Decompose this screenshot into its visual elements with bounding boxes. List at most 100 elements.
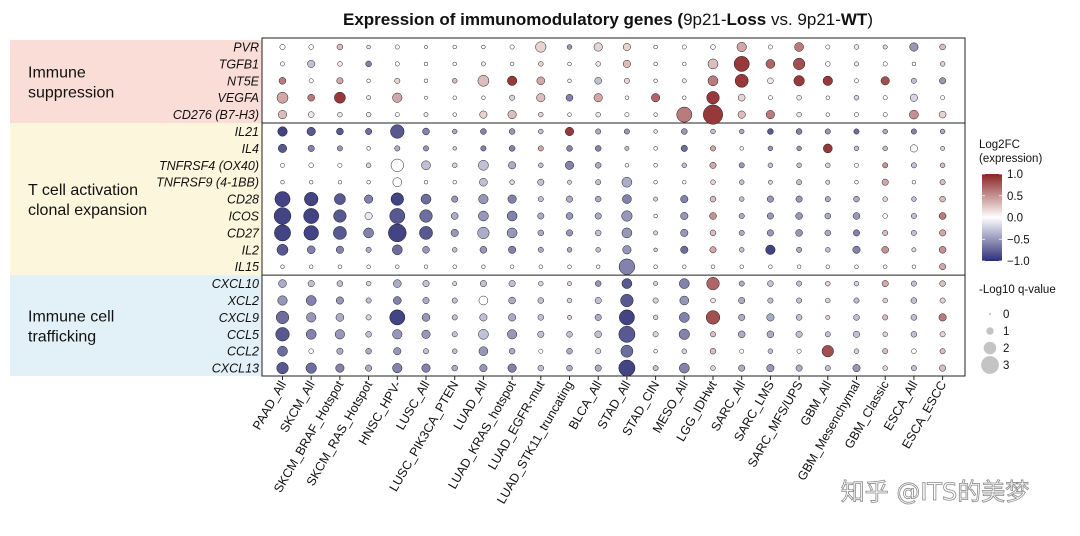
dot-marker xyxy=(394,44,400,50)
dot-marker xyxy=(911,180,917,185)
dot-marker xyxy=(365,162,372,168)
dot-marker xyxy=(911,348,917,354)
dot-marker xyxy=(567,264,572,269)
dot-marker xyxy=(392,329,403,340)
title-part: 9p21- xyxy=(683,10,726,29)
dot-marker xyxy=(795,330,803,338)
dot-marker xyxy=(825,44,831,50)
gene-label: CXCL13 xyxy=(212,362,259,376)
dot-marker xyxy=(682,95,687,100)
dot-marker xyxy=(710,297,716,304)
dot-marker xyxy=(939,364,947,372)
dot-marker xyxy=(394,145,401,152)
dot-marker xyxy=(478,194,489,205)
dot-marker xyxy=(394,112,400,117)
dot-marker xyxy=(623,128,630,135)
dot-marker xyxy=(882,331,888,337)
dot-marker xyxy=(710,331,716,338)
color-legend-tick-label: 0.5 xyxy=(1007,191,1023,203)
dot-marker xyxy=(508,145,516,152)
dot-marker xyxy=(796,179,803,186)
title-part: Loss xyxy=(727,10,767,29)
dot-marker xyxy=(768,95,773,101)
gene-label: PVR xyxy=(233,41,259,55)
title-part: ) xyxy=(867,10,873,29)
dot-marker xyxy=(706,91,720,105)
dot-marker xyxy=(596,264,601,269)
dot-marker xyxy=(424,45,428,49)
title-part: WT xyxy=(841,10,868,29)
dot-marker xyxy=(882,314,889,321)
dot-marker xyxy=(882,297,888,304)
dot-marker xyxy=(507,194,517,204)
dot-marker xyxy=(793,57,806,70)
dot-marker xyxy=(738,162,745,169)
gene-label: VEGFA xyxy=(218,91,259,105)
dot-marker xyxy=(765,59,776,69)
dot-marker xyxy=(274,191,291,207)
dot-marker xyxy=(825,247,831,253)
dot-marker xyxy=(451,297,458,304)
dot-marker xyxy=(882,213,888,219)
dot-marker xyxy=(277,126,288,137)
dot-marker xyxy=(507,75,518,86)
dot-marker xyxy=(710,264,716,269)
dot-marker xyxy=(824,365,831,372)
dot-marker xyxy=(388,223,407,243)
dot-marker xyxy=(307,59,316,68)
dot-marker xyxy=(451,212,459,220)
dot-marker xyxy=(653,281,658,286)
dot-marker xyxy=(939,280,946,287)
dot-marker xyxy=(618,359,636,377)
dot-marker xyxy=(680,195,689,204)
dot-marker xyxy=(452,95,457,100)
color-legend-title-line: Log2FC xyxy=(979,139,1020,151)
dot-marker xyxy=(622,59,631,68)
dot-marker xyxy=(567,179,572,185)
dot-marker xyxy=(853,229,860,237)
dot-marker xyxy=(390,124,405,139)
dot-marker xyxy=(909,42,919,52)
dot-marker xyxy=(710,128,716,135)
dot-marker xyxy=(620,344,634,358)
gene-label: NT5E xyxy=(227,74,260,88)
dot-marker xyxy=(796,145,802,152)
dot-marker xyxy=(392,244,403,256)
plot-frame xyxy=(261,37,966,377)
dot-marker xyxy=(796,280,803,287)
dot-marker xyxy=(423,180,429,185)
dot-marker xyxy=(938,246,947,254)
dot-marker xyxy=(308,162,314,168)
dot-marker xyxy=(910,365,917,372)
gene-label: CXCL9 xyxy=(219,311,259,325)
dot-marker xyxy=(278,143,287,153)
dot-marker xyxy=(337,61,343,67)
dot-marker xyxy=(538,111,544,118)
dot-marker xyxy=(821,345,834,358)
dot-marker xyxy=(767,297,774,304)
dot-marker xyxy=(595,128,602,135)
dot-marker xyxy=(910,213,917,219)
dot-marker xyxy=(680,245,689,254)
dot-marker xyxy=(480,145,487,152)
dot-marker xyxy=(825,264,830,269)
dot-marker xyxy=(365,246,372,253)
gene-label: XCL2 xyxy=(227,294,259,308)
dot-marker xyxy=(567,78,572,83)
dot-marker xyxy=(478,346,489,356)
dot-marker xyxy=(939,162,946,168)
dot-marker xyxy=(481,44,486,50)
dot-marker xyxy=(535,41,547,53)
dot-marker xyxy=(709,212,717,220)
dot-marker xyxy=(624,95,630,100)
dot-marker xyxy=(911,247,917,253)
dot-marker xyxy=(593,42,603,52)
dot-marker xyxy=(537,246,544,253)
gene-label: IL21 xyxy=(235,125,259,139)
dot-marker xyxy=(624,112,630,117)
dot-marker xyxy=(336,127,344,136)
dot-marker xyxy=(825,297,831,304)
dot-marker xyxy=(939,43,946,51)
dot-marker xyxy=(508,348,516,355)
dot-marker xyxy=(364,212,373,220)
